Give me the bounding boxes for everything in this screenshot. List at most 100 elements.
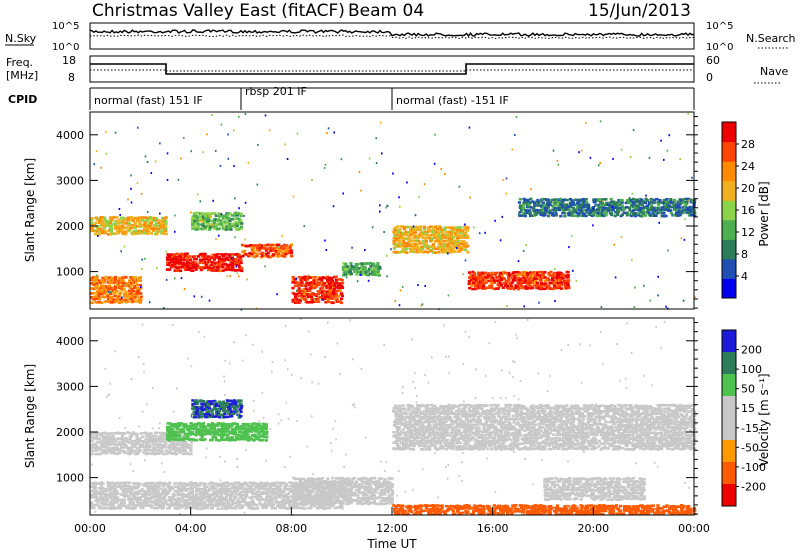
scatter-cell bbox=[233, 165, 235, 168]
data-cell bbox=[544, 282, 548, 285]
data-cell bbox=[125, 484, 129, 488]
data-cell bbox=[248, 429, 252, 433]
data-cell bbox=[264, 427, 269, 430]
data-cell bbox=[340, 284, 344, 288]
data-cell bbox=[220, 507, 224, 510]
data-cell bbox=[356, 494, 360, 497]
data-cell bbox=[99, 222, 103, 225]
scatter-cell bbox=[412, 225, 415, 228]
data-cell bbox=[209, 423, 213, 427]
data-cell bbox=[168, 490, 172, 493]
data-cell bbox=[191, 487, 195, 491]
data-cell bbox=[219, 495, 223, 498]
data-cell bbox=[274, 488, 278, 491]
data-cell bbox=[138, 279, 142, 282]
data-cell bbox=[548, 209, 552, 212]
data-cell bbox=[513, 279, 517, 282]
data-cell bbox=[223, 423, 227, 426]
ytick-label: 3000 bbox=[56, 174, 84, 187]
data-cell bbox=[143, 495, 147, 498]
data-cell bbox=[193, 255, 197, 258]
data-cell bbox=[284, 482, 288, 486]
data-cell bbox=[335, 293, 339, 296]
data-cell bbox=[243, 490, 247, 494]
data-cell bbox=[196, 219, 200, 222]
data-cell bbox=[95, 275, 99, 279]
data-cell bbox=[205, 263, 209, 266]
data-cell bbox=[164, 449, 168, 452]
data-cell bbox=[115, 298, 119, 301]
data-cell bbox=[99, 481, 103, 484]
data-cell bbox=[225, 266, 229, 269]
data-cell bbox=[583, 200, 587, 204]
data-cell bbox=[135, 232, 139, 235]
data-cell bbox=[646, 206, 650, 210]
data-cell bbox=[516, 285, 520, 288]
data-cell bbox=[94, 232, 98, 236]
data-cell bbox=[547, 284, 551, 287]
data-cell bbox=[267, 487, 271, 491]
data-cell bbox=[588, 211, 592, 214]
data-cell bbox=[493, 281, 497, 284]
data-cell bbox=[439, 234, 443, 238]
data-cell bbox=[636, 213, 640, 217]
data-cell bbox=[284, 507, 288, 510]
data-cell bbox=[157, 230, 161, 233]
data-cell bbox=[446, 233, 450, 237]
data-cell bbox=[366, 270, 370, 273]
data-cell bbox=[345, 488, 349, 491]
data-cell bbox=[578, 211, 582, 214]
data-cell bbox=[397, 231, 401, 234]
data-cell bbox=[185, 258, 190, 261]
data-cell bbox=[92, 443, 96, 446]
data-cell bbox=[363, 266, 367, 269]
data-cell bbox=[139, 295, 143, 299]
data-cell bbox=[214, 214, 218, 217]
scatter-cell bbox=[268, 129, 271, 132]
data-cell bbox=[406, 234, 411, 238]
data-cell bbox=[484, 281, 488, 284]
scatter-cell bbox=[96, 274, 98, 277]
data-cell bbox=[257, 432, 261, 436]
scatter-cell bbox=[682, 299, 685, 302]
data-cell bbox=[212, 255, 216, 259]
data-cell bbox=[318, 481, 323, 484]
data-cell bbox=[482, 276, 486, 280]
data-cell bbox=[101, 289, 105, 293]
nsky-label: N.Sky bbox=[5, 32, 37, 45]
data-cell bbox=[146, 448, 150, 452]
data-cell bbox=[121, 284, 125, 287]
data-cell bbox=[154, 489, 158, 493]
data-cell bbox=[300, 281, 304, 284]
data-cell bbox=[160, 446, 164, 450]
data-cell bbox=[277, 481, 281, 485]
data-cell bbox=[295, 281, 299, 284]
data-cell bbox=[225, 493, 229, 496]
data-cell bbox=[347, 482, 351, 486]
data-cell bbox=[357, 496, 361, 500]
data-cell bbox=[139, 222, 143, 226]
data-cell bbox=[234, 408, 238, 411]
data-cell bbox=[211, 261, 215, 264]
data-cell bbox=[362, 491, 366, 494]
data-cell bbox=[194, 412, 198, 416]
data-cell bbox=[250, 422, 254, 426]
data-cell bbox=[223, 220, 227, 223]
data-cell bbox=[105, 292, 109, 296]
data-cell bbox=[351, 491, 355, 495]
data-cell bbox=[147, 499, 152, 502]
data-cell bbox=[177, 504, 181, 507]
data-cell bbox=[297, 506, 301, 510]
scatter-cell bbox=[246, 278, 248, 281]
data-cell bbox=[485, 276, 489, 279]
data-cell bbox=[572, 209, 576, 213]
scatter-cell bbox=[530, 188, 532, 191]
data-cell bbox=[343, 485, 347, 489]
data-cell bbox=[226, 212, 230, 215]
data-cell bbox=[600, 201, 604, 205]
data-cell bbox=[304, 502, 308, 506]
scatter-cell bbox=[123, 245, 126, 248]
data-cell bbox=[181, 495, 186, 498]
data-cell bbox=[100, 492, 105, 495]
data-cell bbox=[366, 273, 371, 277]
